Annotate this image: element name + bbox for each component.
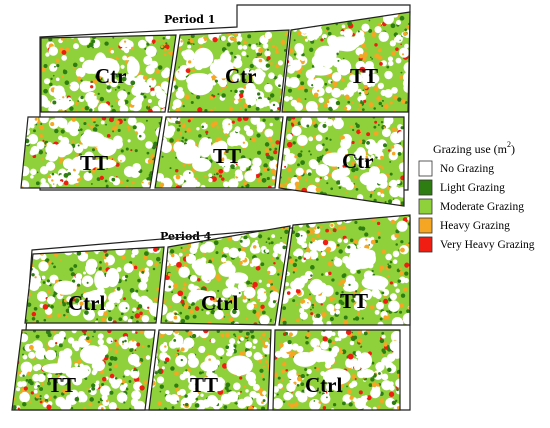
plot-label-2-2: Ctrl <box>201 291 238 315</box>
legend-label-2: Light Grazing <box>440 182 505 194</box>
plot-label-1-4: TT <box>80 151 108 175</box>
plot-2-3 <box>279 215 410 325</box>
legend-swatch-1 <box>418 160 433 177</box>
period-4-panel: Ctrl Ctrl TT TT TT Ctrl <box>11 214 411 411</box>
legend-swatch-3 <box>418 198 433 215</box>
legend-title: Grazing use (m2) <box>433 140 515 156</box>
plot-label-1-1: Ctr <box>95 64 126 88</box>
legend-swatch-2 <box>418 179 433 196</box>
plot-1-1 <box>41 35 176 112</box>
plot-label-2-4: TT <box>48 373 76 397</box>
plot-label-2-5: TT <box>190 373 218 397</box>
legend-swatch-5 <box>418 236 433 253</box>
plot-label-2-6: Ctrl <box>305 373 342 397</box>
plot-2-5 <box>149 330 271 410</box>
plot-label-1-5: TT <box>213 144 241 168</box>
plot-1-2 <box>168 30 289 112</box>
plot-1-5 <box>155 117 283 188</box>
plot-2-6 <box>273 330 400 410</box>
plot-label-1-6: Ctr <box>342 149 373 173</box>
grazing-legend: Grazing use (m2) No Grazing Light Grazing… <box>418 140 535 253</box>
period-1-panel: Ctr Ctr TT TT TT Ctr <box>20 4 411 207</box>
plot-label-2-3: TT <box>340 289 368 313</box>
plot-label-1-2: Ctr <box>225 64 256 88</box>
plot-label-1-3: TT <box>350 64 378 88</box>
legend-label-1: No Grazing <box>440 163 494 175</box>
legend-label-5: Very Heavy Grazing <box>440 239 535 251</box>
period-1-title: Period 1 <box>164 13 215 26</box>
legend-label-3: Moderate Grazing <box>440 201 524 213</box>
plot-2-4 <box>12 330 155 410</box>
plot-1-3 <box>282 12 410 112</box>
legend-swatch-4 <box>418 217 433 234</box>
legend-label-4: Heavy Grazing <box>440 220 510 232</box>
plot-1-4 <box>21 117 162 188</box>
plot-label-2-1: Ctrl <box>68 291 105 315</box>
